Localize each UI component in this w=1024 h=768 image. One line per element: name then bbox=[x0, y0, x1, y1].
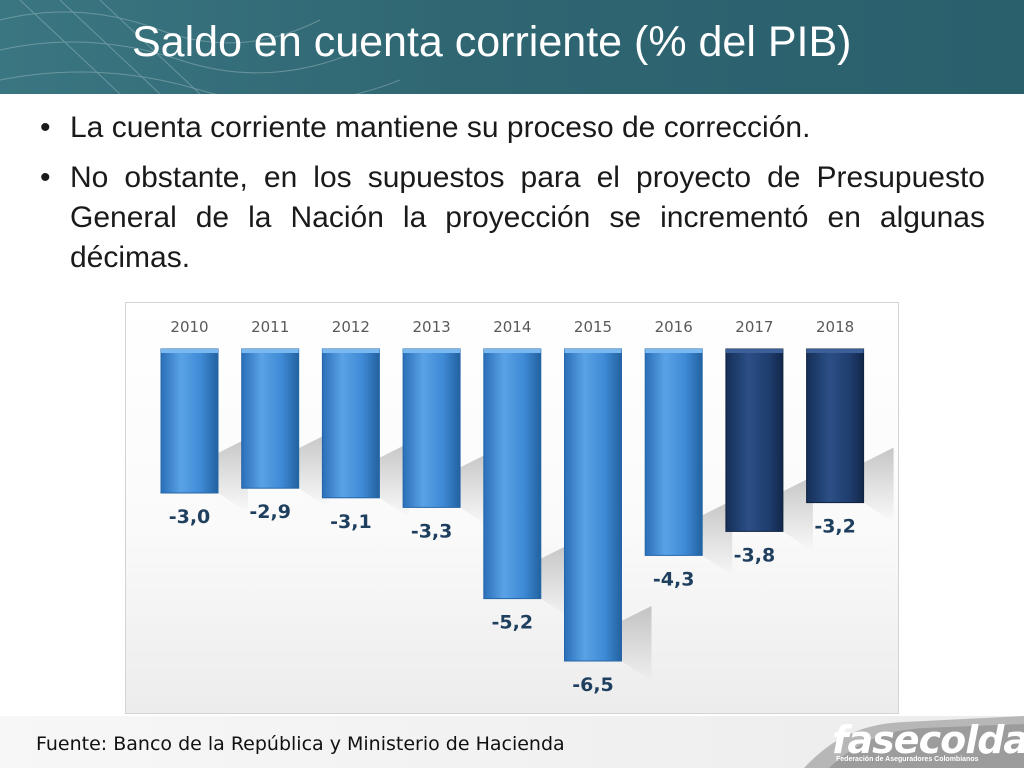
value-label: -3,0 bbox=[169, 506, 211, 528]
bar bbox=[564, 348, 622, 662]
bullet-text: No obstante, en los supuestos para el pr… bbox=[70, 161, 985, 274]
category-label: 2018 bbox=[816, 318, 854, 336]
value-label: -4,3 bbox=[653, 568, 695, 590]
bar-shadow bbox=[298, 433, 329, 509]
bar-highlight bbox=[806, 349, 864, 353]
category-label: 2011 bbox=[251, 318, 289, 336]
category-label: 2012 bbox=[332, 318, 370, 336]
category-label: 2016 bbox=[655, 318, 693, 336]
category-label: 2015 bbox=[574, 318, 612, 336]
category-label: 2013 bbox=[413, 318, 451, 336]
value-label: -5,2 bbox=[492, 612, 534, 634]
category-label: 2014 bbox=[493, 318, 531, 336]
bar bbox=[483, 348, 542, 600]
bullet-item: • No obstante, en los supuestos para el … bbox=[40, 158, 985, 278]
bar-shadow bbox=[379, 442, 410, 518]
slide-footer: Fuente: Banco de la República y Minister… bbox=[0, 716, 1024, 768]
bar-highlight bbox=[645, 349, 703, 353]
bar-shadow bbox=[460, 452, 491, 528]
header-pattern bbox=[0, 0, 401, 94]
footer-wave-decoration bbox=[804, 716, 1024, 768]
bar-shadow bbox=[621, 606, 652, 681]
bullet-text: La cuenta corriente mantiene su proceso … bbox=[70, 111, 811, 144]
bar-shadow bbox=[782, 476, 813, 552]
bar bbox=[644, 348, 703, 556]
bar bbox=[241, 348, 300, 489]
bullet-list: • La cuenta corriente mantiene su proces… bbox=[40, 108, 985, 288]
bar-highlight bbox=[564, 349, 622, 353]
bullet-marker: • bbox=[40, 161, 51, 194]
logo-subtitle: Federación de Aseguradores Colombianos bbox=[836, 756, 979, 763]
bar bbox=[321, 348, 380, 499]
bullet-item: • La cuenta corriente mantiene su proces… bbox=[40, 108, 985, 148]
bar-shadow bbox=[702, 500, 733, 576]
bar bbox=[725, 348, 784, 532]
logo-wordmark: fasecolda bbox=[832, 718, 1024, 762]
chart-frame: 2010 -3,0 2011 -2,9 2012 -3,1 2013 -3,3 2014 -5,2… bbox=[125, 302, 899, 714]
bar-highlight bbox=[725, 349, 783, 353]
bar bbox=[806, 348, 865, 504]
category-label: 2010 bbox=[170, 318, 208, 336]
bar-shadow bbox=[540, 543, 571, 619]
bar-shadow bbox=[218, 438, 248, 513]
value-label: -3,1 bbox=[330, 511, 372, 533]
bar-highlight bbox=[322, 349, 380, 353]
source-note: Fuente: Banco de la República y Minister… bbox=[36, 733, 565, 755]
bar bbox=[402, 348, 461, 508]
slide-title: Saldo en cuenta corriente (% del PIB) bbox=[132, 18, 852, 66]
value-label: -6,5 bbox=[572, 674, 614, 696]
category-label: 2017 bbox=[735, 318, 773, 336]
value-label: -2,9 bbox=[249, 501, 291, 523]
bar-highlight bbox=[241, 349, 299, 353]
bar-highlight bbox=[161, 349, 218, 353]
value-label: -3,8 bbox=[734, 544, 776, 566]
bar-highlight bbox=[483, 349, 541, 353]
value-label: -3,3 bbox=[411, 520, 453, 542]
current-account-bar-chart: 2010 -3,0 2011 -2,9 2012 -3,1 2013 -3,3 2014 -5,2… bbox=[160, 318, 894, 696]
bar-highlight bbox=[403, 349, 461, 353]
bar-shadow bbox=[863, 447, 894, 523]
bar bbox=[160, 348, 219, 494]
bullet-marker: • bbox=[40, 111, 51, 144]
slide-header: Saldo en cuenta corriente (% del PIB) bbox=[0, 0, 1024, 94]
value-label: -3,2 bbox=[814, 516, 856, 538]
fasecolda-logo: fasecolda Federación de Aseguradores Col… bbox=[832, 720, 1024, 766]
